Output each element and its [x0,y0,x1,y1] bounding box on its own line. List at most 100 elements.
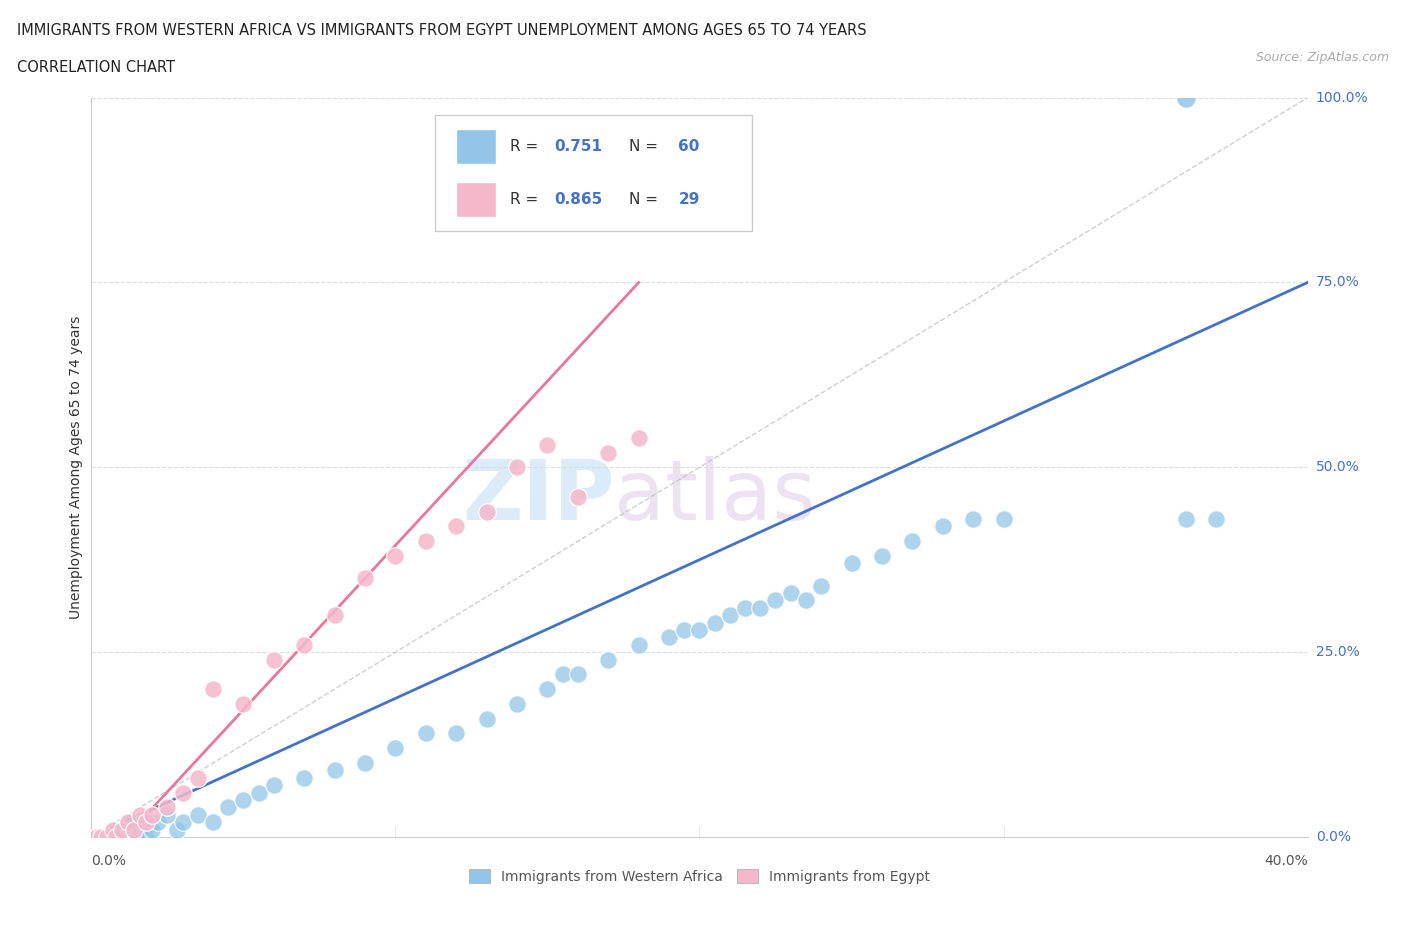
Point [1175,90,1198,105]
Point [931,519,953,534]
Point [444,726,467,741]
Point [384,741,406,756]
Point [96,830,118,844]
Point [506,460,529,474]
Text: 25.0%: 25.0% [1316,645,1360,659]
Point [567,489,589,504]
Point [129,822,152,837]
Point [104,830,127,844]
Text: N =: N = [630,193,664,207]
Point [598,652,620,667]
Text: 50.0%: 50.0% [1316,460,1360,474]
Point [111,830,134,844]
Point [841,556,863,571]
Point [96,830,118,844]
Point [444,519,467,534]
Legend: Immigrants from Western Africa, Immigrants from Egypt: Immigrants from Western Africa, Immigran… [464,863,935,889]
Point [187,807,209,822]
Point [107,830,129,844]
Point [506,697,529,711]
Point [125,830,148,844]
Point [354,571,377,586]
Point [135,815,157,830]
Text: 0.751: 0.751 [554,140,603,154]
Point [703,615,725,630]
Point [627,637,650,652]
Point [718,608,741,623]
Point [132,815,155,830]
Point [86,830,108,844]
Text: 60: 60 [679,140,700,154]
Point [217,800,239,815]
Text: 100.0%: 100.0% [1316,90,1368,105]
Point [166,822,188,837]
Point [1205,512,1227,526]
Point [156,807,179,822]
Point [111,822,134,837]
Point [354,755,377,770]
Point [810,578,832,593]
Point [415,534,437,549]
Point [135,830,157,844]
Text: 75.0%: 75.0% [1316,275,1360,289]
Point [122,822,145,837]
Point [870,549,893,564]
Point [89,830,111,844]
Point [551,667,574,682]
Point [292,637,315,652]
Point [673,622,696,637]
Text: R =: R = [510,140,543,154]
Point [93,830,115,844]
Point [117,815,139,830]
Point [89,830,111,844]
Y-axis label: Unemployment Among Ages 65 to 74 years: Unemployment Among Ages 65 to 74 years [69,315,83,619]
Point [148,815,170,830]
Point [292,770,315,785]
Point [475,711,498,726]
Point [117,830,139,844]
Point [627,431,650,445]
Text: 40.0%: 40.0% [1264,854,1308,868]
Point [1175,512,1198,526]
Point [129,807,152,822]
Point [475,504,498,519]
Point [415,726,437,741]
Point [323,763,346,777]
Point [962,512,984,526]
Point [323,608,346,623]
Text: Source: ZipAtlas.com: Source: ZipAtlas.com [1256,51,1389,64]
Point [901,534,924,549]
Point [98,830,121,844]
Point [202,682,225,697]
Text: R =: R = [510,193,543,207]
Point [202,815,225,830]
Point [658,630,681,644]
Point [263,777,285,792]
Text: 0.865: 0.865 [554,193,603,207]
Point [567,667,589,682]
Point [749,601,772,616]
Point [114,822,136,837]
Point [232,792,254,807]
Text: 0.0%: 0.0% [1316,830,1351,844]
Point [536,438,558,453]
Text: ZIP: ZIP [461,457,614,538]
Point [232,697,254,711]
Point [141,807,163,822]
Text: 29: 29 [679,193,700,207]
Point [263,652,285,667]
Text: 0.0%: 0.0% [91,854,127,868]
Text: N =: N = [630,140,664,154]
Text: atlas: atlas [614,457,815,538]
Point [247,785,270,800]
Point [101,822,124,837]
Point [172,815,194,830]
Point [536,682,558,697]
Point [86,830,108,844]
Point [122,822,145,837]
Point [794,593,817,608]
Point [156,800,179,815]
Point [104,822,127,837]
Point [187,770,209,785]
Point [141,822,163,837]
